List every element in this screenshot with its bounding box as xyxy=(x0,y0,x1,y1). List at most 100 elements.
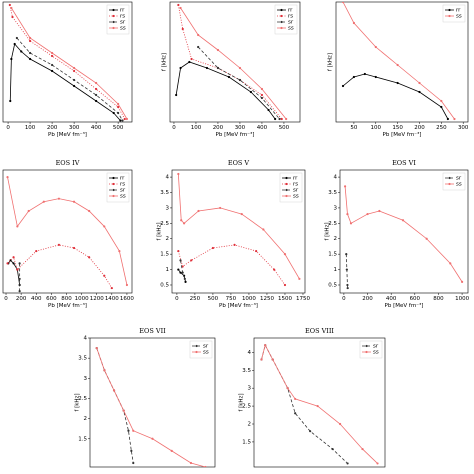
data-point xyxy=(13,42,16,46)
y-axis-label: f [kHz] xyxy=(157,222,163,240)
plot-frame xyxy=(89,337,216,468)
x-tick-label: 250 xyxy=(190,296,201,302)
data-point xyxy=(121,119,124,122)
data-point xyxy=(73,66,76,70)
y-tick-label: 3 xyxy=(166,205,170,211)
x-tick-label: 600 xyxy=(410,296,421,302)
data-point xyxy=(418,81,421,85)
data-point xyxy=(12,262,15,265)
data-point xyxy=(16,268,19,271)
legend-marker xyxy=(448,8,451,12)
plot-area xyxy=(175,3,288,121)
y-tick-label: 1 xyxy=(334,267,338,273)
y-tick-label: 3.5 xyxy=(242,368,251,374)
series-line xyxy=(345,254,349,289)
legend-marker xyxy=(112,188,115,192)
data-point xyxy=(255,249,258,253)
legend-marker xyxy=(285,188,288,192)
plot-area xyxy=(341,2,456,121)
data-point xyxy=(73,78,76,82)
data-point xyxy=(260,87,264,91)
panel: EOS IV 0 200 400 600 800 1000 1200 1400 1600 Pb [M… xyxy=(2,159,134,309)
data-point xyxy=(95,87,98,91)
plot-area xyxy=(8,3,129,122)
data-point xyxy=(184,280,187,284)
data-point xyxy=(260,358,263,361)
data-point xyxy=(453,117,456,121)
x-tick-label: 400 xyxy=(31,296,42,302)
plot-frame xyxy=(169,1,301,123)
x-tick-label: 500 xyxy=(208,296,219,302)
x-tick-label: 100 xyxy=(191,125,202,131)
data-point xyxy=(260,96,264,100)
legend-label: ss xyxy=(456,14,462,20)
data-point xyxy=(338,422,342,426)
data-point xyxy=(374,45,377,49)
legend-label: ss xyxy=(120,194,126,200)
data-point xyxy=(349,222,353,225)
data-point xyxy=(88,209,91,213)
x-axis-label: Pb [MeV fm⁻³] xyxy=(383,131,422,138)
data-point xyxy=(181,265,184,268)
legend-label: sr xyxy=(120,188,126,194)
panel-title: EOS IV xyxy=(56,159,80,167)
x-tick-label: 200 xyxy=(414,125,425,131)
data-point xyxy=(28,57,32,61)
data-point xyxy=(95,81,98,85)
data-point xyxy=(130,449,133,452)
x-tick-label: 800 xyxy=(61,296,72,302)
data-point xyxy=(446,117,449,121)
data-point xyxy=(190,259,193,262)
y-axis-label: f [kHz] xyxy=(75,393,81,411)
legend-marker xyxy=(112,176,115,180)
data-point xyxy=(298,277,301,280)
data-point xyxy=(378,209,381,213)
x-tick-label: 1000 xyxy=(455,296,469,302)
legend-label: rr xyxy=(120,8,125,14)
x-tick-label: 600 xyxy=(46,296,57,302)
panel-title: EOS VII xyxy=(139,327,166,335)
legend-marker xyxy=(195,350,198,354)
legend-label: sr xyxy=(293,188,299,194)
legend-label: rr xyxy=(120,176,125,182)
data-point xyxy=(190,57,193,61)
y-tick-label: 1.5 xyxy=(78,436,87,442)
data-point xyxy=(179,271,182,274)
series-line xyxy=(180,7,287,120)
plot-area xyxy=(6,175,129,293)
x-tick-label: 400 xyxy=(91,125,102,131)
data-point xyxy=(271,358,274,361)
data-point xyxy=(216,48,220,52)
x-tick-label: 300 xyxy=(235,125,246,131)
plot-area xyxy=(343,185,464,290)
y-tick-label: 3 xyxy=(84,376,88,382)
panel-title: EOS VI xyxy=(392,159,416,167)
data-point xyxy=(18,262,21,265)
x-tick-label: 1400 xyxy=(105,296,119,302)
legend-label: rr xyxy=(293,176,298,182)
x-axis-label: Pb [MeV fm⁻³] xyxy=(48,302,87,309)
x-tick-label: 0 xyxy=(6,125,10,131)
data-point xyxy=(117,111,120,115)
data-point xyxy=(57,243,61,247)
y-tick-label: 2 xyxy=(334,236,338,242)
data-point xyxy=(72,200,76,203)
legend-label: sr xyxy=(373,344,379,350)
data-point xyxy=(103,274,106,277)
data-point xyxy=(151,437,154,440)
plot-area xyxy=(177,172,301,287)
y-tick-label: 0.5 xyxy=(160,282,169,288)
y-tick-label: 3.5 xyxy=(160,190,169,196)
data-point xyxy=(352,75,356,79)
data-point xyxy=(119,119,122,122)
legend-marker xyxy=(285,176,288,180)
data-point xyxy=(366,212,369,216)
legend-label: rs xyxy=(120,14,125,20)
x-tick-label: 1250 xyxy=(260,296,274,302)
data-point xyxy=(112,389,116,392)
legend-marker xyxy=(285,182,288,186)
